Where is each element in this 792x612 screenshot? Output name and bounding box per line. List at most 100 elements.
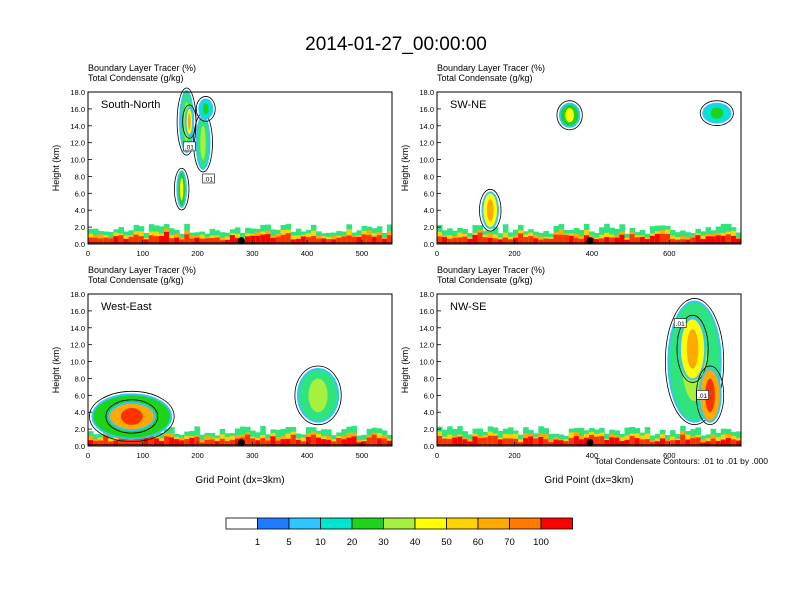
boundary-layer-cell — [730, 235, 737, 244]
boundary-layer-cell — [204, 238, 211, 244]
colorbar-label: 50 — [441, 537, 452, 548]
x-tick-label: 200 — [508, 451, 521, 460]
boundary-layer-cell — [629, 234, 636, 244]
boundary-layer-cell — [174, 439, 180, 446]
colorbar-swatch — [257, 517, 290, 530]
boundary-layer-cell — [184, 234, 190, 244]
colorbar-swatch — [414, 517, 447, 530]
boundary-layer-cell — [371, 434, 378, 446]
boundary-layer-cell — [133, 234, 140, 244]
x-tick-label: 200 — [191, 249, 204, 258]
boundary-layer-cell — [295, 439, 302, 446]
boundary-layer-cell — [700, 239, 707, 244]
panel-field-label-2: Total Condensate (g/kg) — [437, 275, 533, 285]
boundary-layer-cell — [730, 439, 737, 446]
y-tick-label: 4.0 — [75, 408, 85, 417]
boundary-layer-cell — [224, 239, 231, 244]
boundary-layer-cell — [695, 437, 701, 446]
boundary-layer-cell — [93, 440, 99, 446]
colorbar-label: 30 — [378, 537, 389, 548]
y-tick-label: 0.0 — [75, 442, 85, 451]
boundary-layer-cell — [158, 235, 165, 244]
x-tick-label: 400 — [301, 249, 314, 258]
boundary-layer-cell — [270, 238, 276, 244]
x-tick-label: 600 — [663, 249, 676, 258]
boundary-layer-cell — [209, 238, 216, 244]
condensate-contour — [173, 167, 190, 211]
contour-label: .01 — [676, 321, 685, 328]
y-tick-label: 4.0 — [75, 206, 85, 215]
contour-label-box — [202, 173, 215, 184]
y-tick-label: 2.0 — [424, 425, 434, 434]
x-tick-label: 400 — [301, 451, 314, 460]
boundary-layer-cell — [143, 437, 150, 446]
colorbar-label: 40 — [410, 537, 421, 548]
boundary-layer-cell — [346, 235, 352, 244]
colorbar-swatch — [320, 517, 353, 530]
boundary-layer-cell — [528, 236, 534, 244]
boundary-layer-cell — [88, 237, 94, 244]
boundary-layer-cell — [578, 439, 585, 446]
y-tick-label: 8.0 — [424, 374, 434, 383]
boundary-layer-cell — [275, 236, 282, 244]
boundary-layer-cell — [563, 441, 570, 446]
boundary-layer-cell — [487, 435, 494, 446]
boundary-layer-cell — [346, 437, 352, 446]
boundary-layer-cell — [725, 438, 732, 446]
boundary-layer-cell — [599, 436, 605, 446]
y-tick-label: 8.0 — [75, 374, 85, 383]
condensate-contour — [695, 365, 725, 426]
y-tick-label: 12.0 — [419, 341, 434, 350]
boundary-layer-cell — [659, 438, 666, 446]
x-tick-label: 300 — [246, 249, 259, 258]
boundary-layer-cell — [234, 438, 241, 446]
boundary-layer-cell — [675, 239, 681, 244]
panel-label: South-North — [101, 99, 160, 111]
boundary-layer-cell — [507, 438, 514, 446]
x-tick-label: 300 — [246, 451, 259, 460]
boundary-layer-cell — [492, 435, 499, 446]
boundary-layer-cell — [639, 236, 646, 244]
boundary-layer-cell — [316, 238, 322, 244]
boundary-layer-cell — [118, 235, 124, 244]
colorbar-label: 100 — [533, 537, 549, 548]
contour-footnote: Total Condensate Contours: .01 to .01 by… — [595, 456, 769, 466]
colorbar-label: 5 — [286, 537, 291, 548]
section-center-marker — [586, 237, 594, 245]
boundary-layer-cell — [285, 438, 292, 446]
colorbar: 1 5 10 20 30 40 50 60 70 100 — [225, 517, 573, 548]
x-tick-label: 400 — [586, 451, 599, 460]
boundary-layer-cell — [467, 238, 473, 244]
y-tick-label: 12.0 — [419, 139, 434, 148]
boundary-layer-cell — [300, 441, 307, 446]
boundary-layer-cell — [219, 240, 226, 244]
boundary-layer-cell — [629, 436, 636, 446]
x-tick-label: 0 — [435, 249, 439, 258]
boundary-layer-cell — [366, 437, 373, 446]
boundary-layer-cell — [169, 238, 175, 244]
x-tick-label: 500 — [356, 249, 369, 258]
boundary-layer-cell — [533, 438, 539, 446]
x-tick-label: 200 — [508, 249, 521, 258]
boundary-layer-cell — [523, 438, 529, 446]
contour-label-box — [696, 390, 709, 400]
plot-area — [88, 92, 392, 244]
boundary-layer-cell — [103, 237, 109, 244]
boundary-layer-cell — [447, 238, 453, 244]
boundary-layer-cell — [351, 236, 358, 244]
boundary-layer-cell — [128, 439, 135, 446]
boundary-layer-cell — [113, 440, 119, 446]
boundary-layer-cell — [316, 437, 322, 446]
boundary-layer-cell — [361, 441, 368, 446]
boundary-layer-cell — [659, 234, 666, 244]
colorbar-swatch — [351, 517, 384, 530]
boundary-layer-cell — [305, 436, 312, 446]
boundary-layer-cell — [680, 239, 686, 244]
boundary-layer-cell — [305, 237, 312, 244]
boundary-layer-cell — [164, 436, 170, 446]
boundary-layer-cell — [654, 233, 661, 244]
colorbar-label: 10 — [315, 537, 326, 548]
condensate-contour — [479, 188, 502, 232]
boundary-layer-cell — [538, 437, 544, 446]
